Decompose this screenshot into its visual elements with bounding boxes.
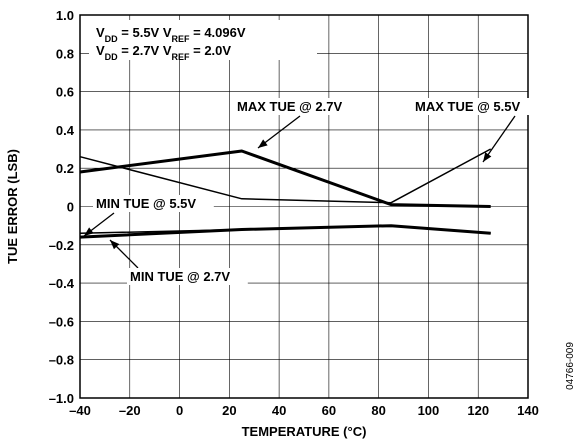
y-tick-label: 1.0 <box>56 8 74 23</box>
y-tick-label: 0.6 <box>56 85 74 100</box>
y-tick-label: 0.4 <box>56 123 75 138</box>
y-axis-label: TUE ERROR (LSB) <box>5 149 20 264</box>
annotation-bg <box>412 98 533 115</box>
x-tick-label: 100 <box>418 403 440 418</box>
y-tick-label: 0.2 <box>56 161 74 176</box>
annotation-min-tue-5-5v: MIN TUE @ 5.5V <box>96 196 196 211</box>
annotation-bg <box>234 98 355 115</box>
legend-line: VDD = 2.7V VREF = 2.0V <box>96 43 231 62</box>
annotations: MAX TUE @ 2.7V MAX TUE @ 5.5V MIN TUE @ 5.… <box>93 98 533 285</box>
annotation-bg <box>93 195 214 212</box>
annotation-arrowhead <box>258 139 268 148</box>
y-tick-label: –1.0 <box>49 391 74 406</box>
annotation-leader <box>482 115 516 163</box>
x-tick-label: –20 <box>119 403 141 418</box>
annotation-max-tue-2-7v: MAX TUE @ 2.7V <box>237 99 342 114</box>
x-tick-label: 140 <box>517 403 539 418</box>
annotation-min-tue-2-7v: MIN TUE @ 2.7V <box>130 269 230 284</box>
series-line-max-tue-2-7v <box>79 149 491 208</box>
figure-code: 04766-009 <box>565 342 576 390</box>
y-tick-label: 0.8 <box>56 46 74 61</box>
x-tick-label: 20 <box>222 403 236 418</box>
x-tick-label: –40 <box>69 403 91 418</box>
annotation-max-tue-5-5v: MAX TUE @ 5.5V <box>415 99 520 114</box>
y-tick-label: –0.2 <box>49 238 74 253</box>
x-tick-label: 60 <box>322 403 336 418</box>
y-tick-label: –0.8 <box>49 353 74 368</box>
y-tick-label: –0.4 <box>49 276 75 291</box>
x-tick-label: 0 <box>176 403 183 418</box>
x-tick-label: 120 <box>467 403 489 418</box>
annotation-bg <box>127 268 248 285</box>
annotation-arrowhead <box>84 227 94 236</box>
x-axis-label: TEMPERATURE (°C) <box>242 424 367 439</box>
annotation-arrowhead <box>110 240 120 250</box>
series-lines <box>79 148 492 239</box>
x-tick-label: 80 <box>371 403 385 418</box>
y-tick-label: 0 <box>67 200 74 215</box>
series-line-min-tue-2-7v <box>79 224 491 239</box>
series-line-max-tue-5-5v <box>79 148 492 204</box>
y-tick-labels: 1.0 0.8 0.6 0.4 0.2 0 –0.2 –0.4 –0.6 –0.8 –1.0 <box>49 8 75 406</box>
annotation-arrowhead <box>483 152 492 162</box>
x-tick-labels: –40 –20 0 20 40 60 80 100 120 140 <box>69 403 539 418</box>
x-tick-label: 40 <box>272 403 286 418</box>
annotation-leaders <box>83 115 516 269</box>
legend-line: VDD = 5.5V VREF = 4.096V <box>96 25 246 44</box>
y-tick-label: –0.6 <box>49 314 74 329</box>
plot-frame <box>79 14 529 399</box>
legend-bg <box>89 20 317 60</box>
